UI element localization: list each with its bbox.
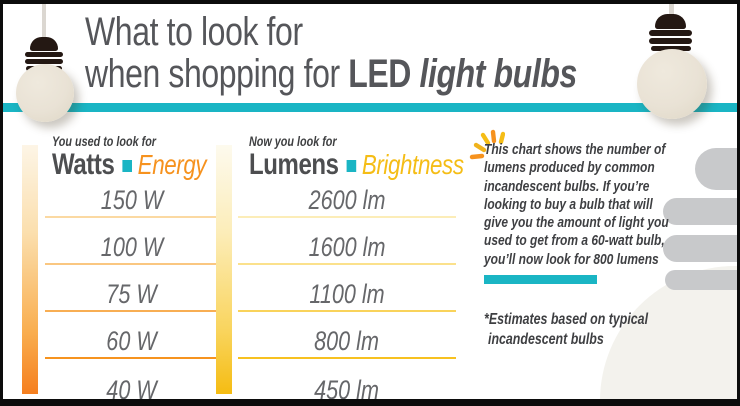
bulb-globe [637,49,707,119]
bulb-socket-rib [25,52,63,57]
lumens-value: 450 lm [314,375,380,405]
watts-column-header: You used to look for Watts Energy [52,134,245,181]
watts-value: 40 W [106,375,158,405]
table-row: 75 W [45,265,219,312]
bulb-globe [16,64,74,122]
watts-value: 150 W [100,185,164,215]
note-paragraph: This chart shows the number of lumens pr… [484,141,669,269]
watts-descriptor: Energy [137,149,207,180]
footnote: *Estimates based on typical incandescent… [484,310,648,349]
lumens-value: 1600 lm [308,232,386,262]
watts-gradient-bar [22,145,38,394]
page-title: What to look for when shopping for LED l… [85,11,700,95]
note-line: lumens produced by common [484,159,655,177]
teal-square-icon [122,160,133,172]
bulb-socket-rib [651,46,691,51]
lumens-eyebrow: Now you look for [249,134,337,149]
table-row: 60 W [45,312,219,359]
footnote-line: incandescent bulbs [488,330,604,348]
footnote-line: *Estimates based on typical [484,311,649,328]
bulb-socket-cap [30,37,58,51]
sparkle-icon [469,129,505,160]
watts-value: 100 W [100,232,164,262]
note-line: used to get from a 60-watt bulb, [484,232,665,250]
bulb-socket-rib [649,30,692,36]
lumens-rows: 2600 lm 1600 lm 1100 lm 800 lm 450 lm [238,171,456,405]
watts-value: 75 W [106,279,158,309]
table-row: 150 W [45,171,219,218]
lumens-value: 800 lm [314,326,380,356]
lumens-keyword: Lumens [249,148,339,181]
table-row: 2600 lm [238,171,456,218]
table-row: 1600 lm [238,218,456,265]
note-line: you’ll now look for 800 lumens [484,250,659,268]
watts-keyword: Watts [52,148,115,181]
lumens-gradient-bar [216,145,232,394]
bulb-cord [42,4,46,40]
bulb-socket-rib [649,38,692,44]
top-accent-bar [3,103,737,112]
note-line: give you the amount of light you [484,214,669,232]
lumens-value: 2600 lm [308,185,386,215]
table-row: 100 W [45,218,219,265]
lumens-column-header: Now you look for Lumens Brightness [249,134,517,181]
led-bulb-fin-icon [663,198,737,225]
bulb-cord [669,4,674,18]
bulb-socket-cap [655,14,686,29]
note-underline-bar [484,275,597,284]
title-line-2: when shopping for LED light bulbs [85,52,577,96]
teal-square-icon [346,160,357,172]
led-bulb-fin-icon [665,270,737,290]
title-line-1: What to look for [85,10,303,54]
note-line: This chart shows the number of [484,141,666,158]
led-bulb-fin-icon [695,148,737,190]
watts-eyebrow: You used to look for [52,134,156,149]
led-bulb-fin-icon [663,235,737,262]
table-row: 40 W [45,359,219,405]
watts-value: 60 W [106,326,158,356]
table-row: 1100 lm [238,265,456,312]
bulb-socket-rib [25,59,63,64]
watts-rows: 150 W 100 W 75 W 60 W 40 W [45,171,219,405]
note-line: looking to buy a bulb that will [484,195,653,213]
table-row: 800 lm [238,312,456,359]
table-row: 450 lm [238,359,456,405]
note-line: incandescent bulbs. If you’re [484,177,650,195]
lumens-value: 1100 lm [309,279,385,309]
lumens-descriptor: Brightness [361,149,464,180]
